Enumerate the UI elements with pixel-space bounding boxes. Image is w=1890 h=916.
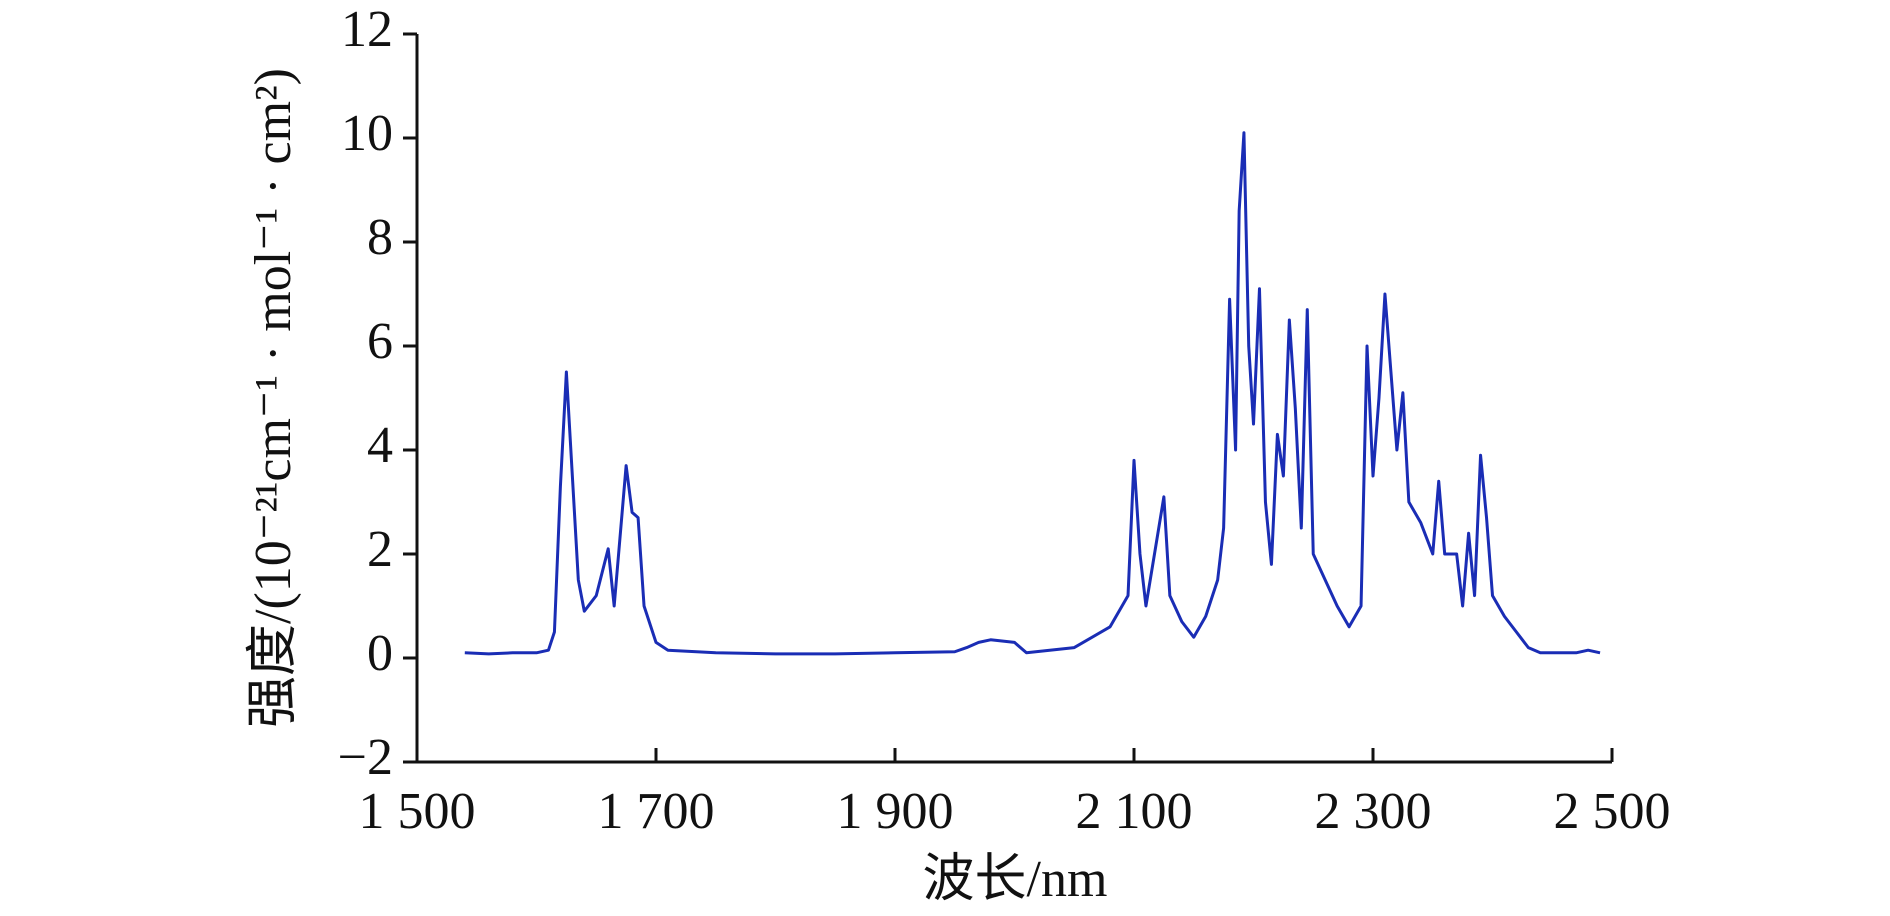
x-tick-label: 1 500 <box>359 783 476 840</box>
x-axis-label: 波长/nm <box>923 851 1108 908</box>
y-axis-label: 强度/(10⁻²¹cm⁻¹ · mol⁻¹ · cm²) <box>245 68 302 728</box>
y-tick-label: −2 <box>338 729 393 786</box>
y-tick-label: 4 <box>367 417 393 474</box>
x-tick-label: 1 900 <box>837 783 954 840</box>
x-tick-label: 2 100 <box>1076 783 1193 840</box>
y-tick-label: 12 <box>341 1 393 58</box>
y-tick-label: 10 <box>341 105 393 162</box>
spectrum-line <box>464 131 1601 656</box>
y-tick-label: 0 <box>367 625 393 682</box>
y-tick-label: 2 <box>367 521 393 578</box>
x-tick-label: 2 300 <box>1315 783 1432 840</box>
y-tick-label: 6 <box>367 313 393 370</box>
x-tick-label: 1 700 <box>598 783 715 840</box>
x-tick-label: 2 500 <box>1554 783 1671 840</box>
y-tick-label: 8 <box>367 209 393 266</box>
